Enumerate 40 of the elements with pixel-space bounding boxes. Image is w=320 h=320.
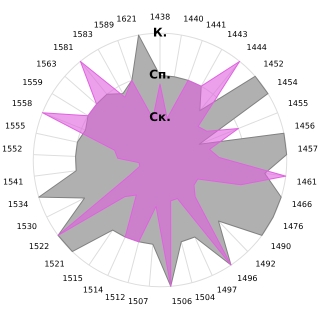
spoke-label: 1589	[94, 20, 114, 30]
spoke-label: 1552	[2, 144, 22, 154]
spoke-label: 1461	[296, 177, 317, 186]
spoke-label: 1558	[12, 98, 32, 108]
spoke-label: 1534	[8, 200, 28, 210]
spoke-label: 1452	[263, 59, 284, 68]
spoke-label: 1456	[294, 121, 316, 130]
spoke-label: 1581	[53, 43, 74, 52]
spoke-label: 1444	[246, 43, 267, 52]
spoke-label: 1555	[4, 121, 26, 130]
spoke-label: 1541	[3, 177, 24, 186]
spoke-label: 1512	[104, 293, 126, 302]
spoke-label: 1492	[255, 259, 276, 268]
spoke-label: 1438	[150, 12, 170, 22]
spoke-label: 1521	[44, 259, 65, 268]
spoke-label: 1476	[283, 222, 304, 231]
spoke-label: 1455	[288, 98, 308, 108]
spoke-label: 1563	[36, 59, 57, 68]
spoke-label: 1454	[277, 78, 298, 88]
spoke-label: 1583	[72, 30, 93, 40]
y-tick-label: Ск.	[149, 110, 171, 124]
spoke-label: 1504	[194, 293, 216, 302]
spoke-label: 1497	[216, 285, 238, 294]
spoke-label: 1441	[206, 20, 226, 30]
spoke-label: 1530	[16, 222, 37, 231]
spoke-label: 1522	[28, 242, 50, 251]
spoke-label: 1440	[183, 14, 204, 24]
spoke-label: 1506	[172, 297, 192, 306]
spoke-label: 1559	[22, 78, 43, 88]
spoke-label: 1443	[227, 30, 248, 40]
spoke-label: 1514	[82, 285, 104, 294]
spoke-label: 1496	[237, 274, 258, 284]
y-tick-label: Сп.	[149, 68, 171, 82]
spoke-label: 1457	[298, 144, 318, 154]
spoke-label: 1466	[292, 200, 312, 210]
spoke-label: 1515	[62, 274, 83, 284]
spoke-label: 1490	[270, 242, 292, 251]
spoke-label: 1621	[116, 14, 137, 24]
y-tick-label: К.	[152, 25, 168, 40]
spoke-label: 1507	[128, 297, 148, 306]
